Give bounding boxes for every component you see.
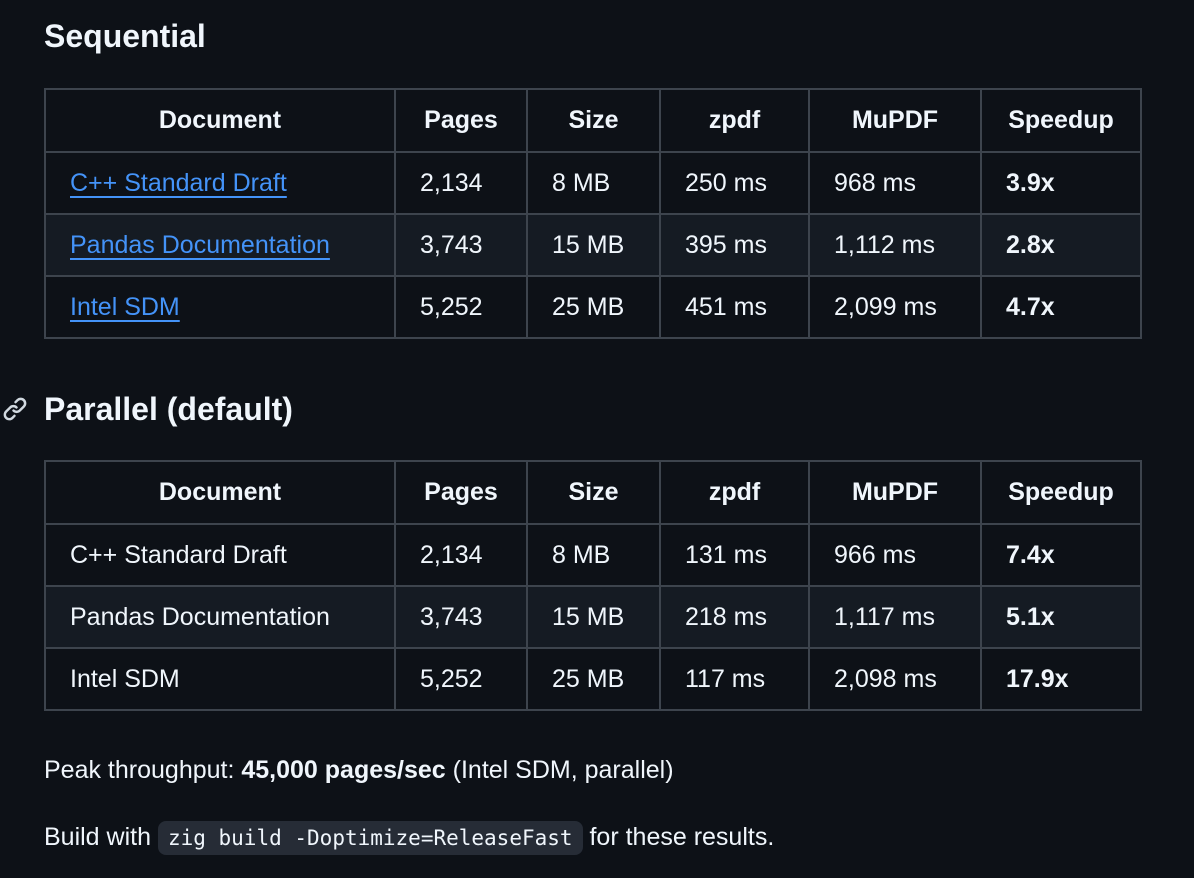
mupdf-cell: 1,117 ms: [808, 585, 982, 649]
column-header-pages: Pages: [394, 460, 528, 525]
speedup-cell: 2.8x: [980, 213, 1142, 277]
build-command: zig build -Doptimize=ReleaseFast: [157, 821, 583, 855]
zpdf-cell: 395 ms: [659, 213, 810, 277]
document-link[interactable]: C++ Standard Draft: [70, 168, 287, 197]
column-header-speedup: Speedup: [980, 88, 1142, 153]
link-icon[interactable]: [2, 396, 28, 422]
peak-suffix: (Intel SDM, parallel): [445, 756, 674, 784]
zpdf-cell: 250 ms: [659, 151, 810, 215]
size-cell: 25 MB: [526, 275, 661, 339]
size-cell: 15 MB: [526, 585, 661, 649]
peak-throughput-text: Peak throughput: 45,000 pages/sec (Intel…: [44, 753, 674, 787]
document-cell: Intel SDM: [44, 275, 396, 339]
table-row: C++ Standard Draft 2,134 8 MB 131 ms 966…: [44, 523, 1142, 587]
mupdf-cell: 2,099 ms: [808, 275, 982, 339]
zpdf-cell: 117 ms: [659, 647, 810, 711]
zpdf-cell: 451 ms: [659, 275, 810, 339]
sequential-table: Document Pages Size zpdf MuPDF Speedup C…: [44, 88, 1142, 339]
mupdf-cell: 968 ms: [808, 151, 982, 215]
zpdf-cell: 131 ms: [659, 523, 810, 587]
build-prefix: Build with: [44, 823, 158, 851]
parallel-heading: Parallel (default): [44, 391, 293, 427]
peak-prefix: Peak throughput:: [44, 756, 242, 784]
mupdf-cell: 2,098 ms: [808, 647, 982, 711]
document-cell: Intel SDM: [44, 647, 396, 711]
document-cell: Pandas Documentation: [44, 213, 396, 277]
table-row: Intel SDM 5,252 25 MB 451 ms 2,099 ms 4.…: [44, 275, 1142, 339]
column-header-document: Document: [44, 88, 396, 153]
column-header-mupdf: MuPDF: [808, 88, 982, 153]
zpdf-cell: 218 ms: [659, 585, 810, 649]
table-row: Pandas Documentation 3,743 15 MB 395 ms …: [44, 213, 1142, 277]
size-cell: 15 MB: [526, 213, 661, 277]
speedup-cell: 3.9x: [980, 151, 1142, 215]
mupdf-cell: 1,112 ms: [808, 213, 982, 277]
speedup-cell: 17.9x: [980, 647, 1142, 711]
column-header-zpdf: zpdf: [659, 460, 810, 525]
column-header-document: Document: [44, 460, 396, 525]
speedup-cell: 7.4x: [980, 523, 1142, 587]
pages-cell: 3,743: [394, 585, 528, 649]
pages-cell: 3,743: [394, 213, 528, 277]
table-row: Intel SDM 5,252 25 MB 117 ms 2,098 ms 17…: [44, 647, 1142, 711]
document-cell: C++ Standard Draft: [44, 151, 396, 215]
pages-cell: 2,134: [394, 523, 528, 587]
document-cell: C++ Standard Draft: [44, 523, 396, 587]
build-instructions-text: Build with zig build -Doptimize=ReleaseF…: [44, 820, 774, 855]
pages-cell: 5,252: [394, 275, 528, 339]
column-header-size: Size: [526, 460, 661, 525]
column-header-mupdf: MuPDF: [808, 460, 982, 525]
table-header-row: Document Pages Size zpdf MuPDF Speedup: [44, 88, 1142, 153]
pages-cell: 5,252: [394, 647, 528, 711]
document-cell: Pandas Documentation: [44, 585, 396, 649]
speedup-cell: 4.7x: [980, 275, 1142, 339]
size-cell: 8 MB: [526, 151, 661, 215]
size-cell: 8 MB: [526, 523, 661, 587]
parallel-table: Document Pages Size zpdf MuPDF Speedup C…: [44, 460, 1142, 711]
document-link[interactable]: Intel SDM: [70, 292, 180, 321]
table-row: Pandas Documentation 3,743 15 MB 218 ms …: [44, 585, 1142, 649]
peak-value: 45,000 pages/sec: [241, 756, 446, 784]
mupdf-cell: 966 ms: [808, 523, 982, 587]
document-link[interactable]: Pandas Documentation: [70, 230, 330, 259]
column-header-size: Size: [526, 88, 661, 153]
build-suffix: for these results.: [582, 823, 775, 851]
speedup-cell: 5.1x: [980, 585, 1142, 649]
table-header-row: Document Pages Size zpdf MuPDF Speedup: [44, 460, 1142, 525]
column-header-speedup: Speedup: [980, 460, 1142, 525]
size-cell: 25 MB: [526, 647, 661, 711]
table-row: C++ Standard Draft 2,134 8 MB 250 ms 968…: [44, 151, 1142, 215]
column-header-pages: Pages: [394, 88, 528, 153]
column-header-zpdf: zpdf: [659, 88, 810, 153]
sequential-heading: Sequential: [44, 18, 206, 54]
pages-cell: 2,134: [394, 151, 528, 215]
